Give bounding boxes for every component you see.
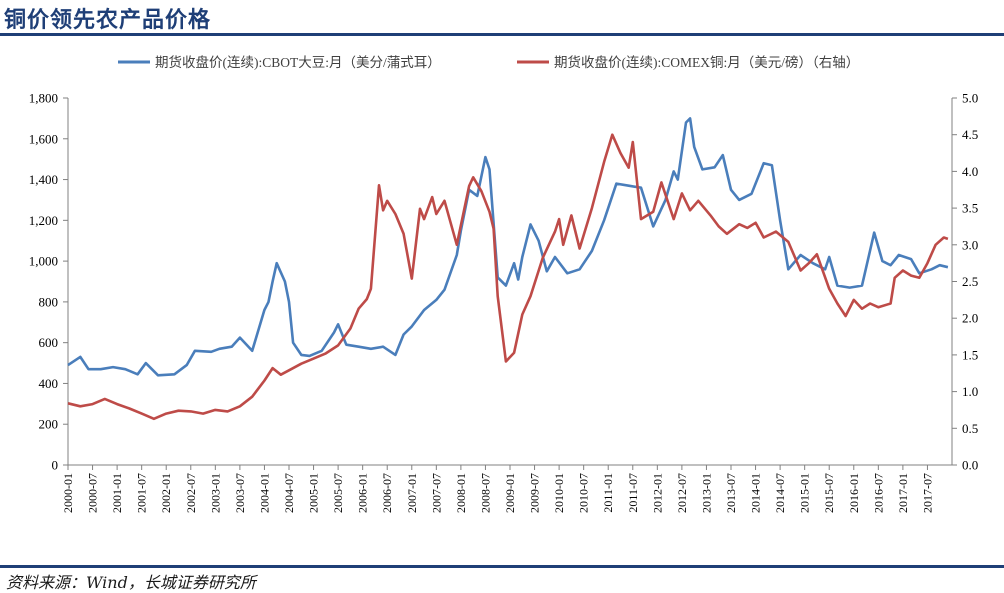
right-tick-label: 2.0 xyxy=(962,311,978,326)
x-tick-label: 2008-07 xyxy=(478,473,492,513)
x-tick-label: 2007-07 xyxy=(429,473,443,513)
x-tick-label: 2013-07 xyxy=(724,473,738,513)
left-tick-label: 1,400 xyxy=(29,172,58,187)
x-tick-label: 2004-07 xyxy=(282,473,296,513)
x-tick-label: 2016-07 xyxy=(871,473,885,513)
x-tick-label: 2014-01 xyxy=(749,473,763,513)
x-tick-label: 2004-01 xyxy=(257,473,271,513)
left-tick-label: 600 xyxy=(39,335,59,350)
x-tick-label: 2003-07 xyxy=(233,473,247,513)
left-tick-label: 800 xyxy=(39,294,59,309)
x-tick-label: 2014-07 xyxy=(773,473,787,513)
x-tick-label: 2009-07 xyxy=(528,473,542,513)
x-tick-label: 2001-07 xyxy=(135,473,149,513)
x-tick-label: 2015-07 xyxy=(822,473,836,513)
right-tick-label: 3.5 xyxy=(962,201,978,216)
right-tick-label: 4.0 xyxy=(962,164,978,179)
series-line-0 xyxy=(67,117,949,377)
x-tick-label: 2009-01 xyxy=(503,473,517,513)
x-tick-label: 2010-07 xyxy=(577,473,591,513)
x-tick-label: 2000-01 xyxy=(61,473,75,513)
x-tick-label: 2005-07 xyxy=(331,473,345,513)
right-tick-label: 2.5 xyxy=(962,274,978,289)
left-tick-label: 1,000 xyxy=(29,254,58,269)
x-tick-label: 2017-07 xyxy=(920,473,934,513)
right-tick-label: 1.5 xyxy=(962,347,978,362)
right-tick-label: 1.0 xyxy=(962,384,978,399)
x-tick-label: 2011-07 xyxy=(626,473,640,513)
x-tick-label: 2011-01 xyxy=(601,473,615,513)
series-line-1 xyxy=(67,133,949,421)
x-tick-label: 2008-01 xyxy=(454,473,468,513)
right-tick-label: 0.5 xyxy=(962,421,978,436)
x-tick-label: 2015-01 xyxy=(798,473,812,513)
right-tick-label: 4.5 xyxy=(962,127,978,142)
left-tick-label: 1,800 xyxy=(29,91,58,106)
footer-rule xyxy=(0,565,1004,568)
x-tick-label: 2002-01 xyxy=(159,473,173,513)
right-tick-label: 5.0 xyxy=(962,91,978,106)
legend-label-0: 期货收盘价(连续):CBOT大豆:月（美分/蒲式耳） xyxy=(155,54,441,70)
x-tick-label: 2010-01 xyxy=(552,473,566,513)
dual-axis-line-chart: 0 200 400 600 800 1,000 1,200 1,400 1,600 1,800 0.… xyxy=(29,54,979,514)
chart-axes: 0 200 400 600 800 1,000 1,200 1,400 1,600 1,800 0.… xyxy=(29,91,979,514)
x-tick-label: 2005-01 xyxy=(307,473,321,513)
page-title: 铜价领先农产品价格 xyxy=(4,7,212,33)
left-tick-label: 1,200 xyxy=(29,213,58,228)
left-tick-label: 1,600 xyxy=(29,131,58,146)
chart-legend: 期货收盘价(连续):CBOT大豆:月（美分/蒲式耳） 期货收盘价(连续):COME… xyxy=(118,54,859,70)
x-tick-label: 2007-01 xyxy=(405,473,419,513)
x-tick-label: 2003-01 xyxy=(208,473,222,513)
x-tick-label: 2006-07 xyxy=(380,473,394,513)
x-tick-label: 2012-07 xyxy=(675,473,689,513)
left-tick-label: 400 xyxy=(39,376,59,391)
chart-lines xyxy=(67,117,949,421)
right-tick-label: 0.0 xyxy=(962,458,978,473)
left-tick-label: 0 xyxy=(52,458,59,473)
x-tick-label: 2017-01 xyxy=(896,473,910,513)
x-tick-label: 2012-01 xyxy=(650,473,664,513)
x-tick-label: 2013-01 xyxy=(699,473,713,513)
x-tick-label: 2002-07 xyxy=(184,473,198,513)
legend-label-1: 期货收盘价(连续):COMEX铜:月（美元/磅）（右轴） xyxy=(554,54,859,70)
right-tick-label: 3.0 xyxy=(962,237,978,252)
source-note: 资料来源：Wind，长城证券研究所 xyxy=(6,573,256,592)
x-tick-label: 2001-01 xyxy=(110,473,124,513)
x-tick-label: 2006-01 xyxy=(356,473,370,513)
left-tick-label: 200 xyxy=(39,417,59,432)
title-underline xyxy=(0,33,1004,36)
x-tick-label: 2000-07 xyxy=(86,473,100,513)
x-tick-label: 2016-01 xyxy=(847,473,861,513)
